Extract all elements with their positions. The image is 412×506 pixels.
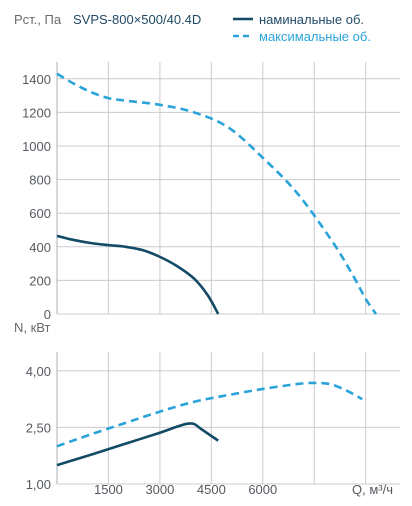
bottom-y-tick-label: 1,00 [26, 477, 51, 492]
bottom-series-nominal-line [56, 422, 219, 467]
top-y-axis-title: Pст., Па [14, 12, 62, 27]
x-tick-label: 6000 [248, 482, 277, 497]
legend-label-nominal: наминальные об. [259, 12, 364, 27]
top-y-tick-label: 400 [29, 240, 51, 255]
bottom-y-tick-label: 4,00 [26, 364, 51, 379]
top-chart-grid [56, 62, 400, 315]
x-tick-label: 4500 [197, 482, 226, 497]
tick-labels: 0 200 400 600 800 1000 1200 1400 1,00 2,50 4,00 150… [22, 72, 277, 497]
x-axis-title: Q, м³/ч [352, 482, 393, 497]
top-y-tick-label: 800 [29, 173, 51, 188]
top-series-nominal-line [56, 234, 220, 315]
series-layer [56, 72, 378, 467]
top-y-tick-label: 0 [44, 307, 51, 322]
bottom-series-maximal-line [56, 381, 363, 448]
legend: наминальные об. максимальные об. [233, 12, 371, 44]
top-y-tick-label: 1400 [22, 72, 51, 87]
top-y-tick-label: 200 [29, 273, 51, 288]
x-tick-label: 3000 [145, 482, 174, 497]
x-tick-label: 1500 [94, 482, 123, 497]
legend-label-max: максимальные об. [259, 29, 371, 44]
model-label: SVPS-800×500/40.4D [73, 12, 201, 27]
top-y-tick-label: 1200 [22, 105, 51, 120]
top-y-tick-label: 1000 [22, 139, 51, 154]
bottom-y-tick-label: 2,50 [26, 420, 51, 435]
bottom-y-axis-title: N, кВт [14, 320, 51, 335]
bottom-chart-grid [56, 352, 400, 485]
top-y-tick-label: 600 [29, 206, 51, 221]
top-series-maximal-line [56, 72, 378, 315]
